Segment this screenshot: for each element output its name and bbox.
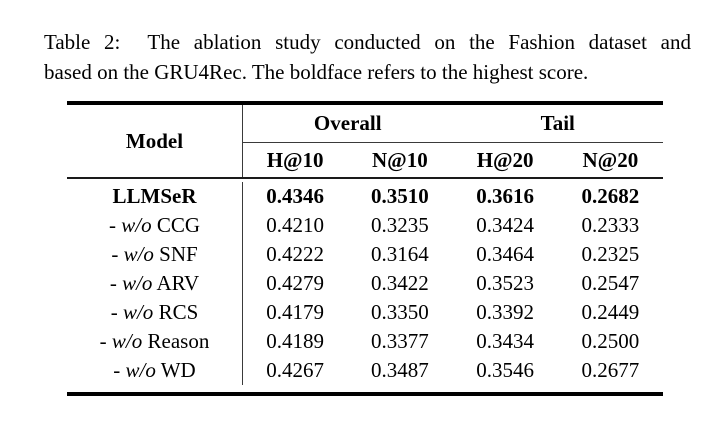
column-header-h20: H@20 [476,147,534,172]
value-cell: 0.3350 [371,300,429,324]
value-cell: 0.3510 [371,184,429,208]
model-wo: w/o [123,242,154,266]
value-cell: 0.4346 [242,182,347,211]
table-header: Model Overall Tail H@10 N@10 H@20 N@20 [67,105,663,179]
model-cell: - w/o Reason [67,327,242,356]
value-cell: 0.2547 [581,271,640,295]
value-cell: 0.3424 [476,213,534,237]
model-name: RCS [153,300,199,324]
value-cell: 0.3422 [371,271,429,295]
model-dash: - [108,213,122,237]
value-cell: 0.2325 [581,242,640,266]
model-dash: - [113,358,126,382]
value-cell: 0.2677 [581,358,640,382]
model-cell: - w/o SNF [67,240,242,269]
value-cell: 0.3164 [371,242,429,266]
model-name: CCG [151,213,201,237]
model-wo: w/o [121,213,152,237]
column-header-n20: N@20 [582,147,639,172]
value-cell: 0.3235 [371,213,429,237]
model-dash: - [111,242,124,266]
model-dash: - [109,271,123,295]
ablation-table: Model Overall Tail H@10 N@10 H@20 N@20 L… [67,101,663,396]
value-cell: 0.3434 [476,329,534,353]
caption-line-2: based on the GRU4Rec. The boldface refer… [44,60,589,84]
value-cell: 0.4189 [242,327,347,356]
model-wo: w/o [111,329,143,353]
model-dash: - [110,300,123,324]
table-body: LLMSeR 0.4346 0.3510 0.3616 0.2682 - w/o… [67,179,663,392]
value-cell: 0.2449 [581,300,640,324]
model-name: WD [155,358,196,382]
value-cell: 0.4279 [242,269,347,298]
value-cell: 0.4210 [242,211,347,240]
column-header-h10: H@10 [242,143,347,177]
column-header-n10: N@10 [372,147,428,172]
value-cell: 0.2500 [581,329,640,353]
value-cell: 0.4222 [242,240,347,269]
model-wo: w/o [122,300,154,324]
value-cell: 0.3546 [476,358,534,382]
model-name: LLMSeR [112,184,197,208]
value-cell: 0.3392 [476,300,534,324]
value-cell: 0.3464 [476,242,534,266]
group-header-overall: Overall [242,105,453,143]
value-cell: 0.4267 [242,356,347,385]
model-cell: - w/o RCS [67,298,242,327]
value-cell: 0.3377 [371,329,429,353]
model-wo: w/o [122,271,153,295]
value-cell: 0.4179 [242,298,347,327]
value-cell: 0.3616 [476,184,534,208]
table-caption: Table 2: The ablation study conducted on… [44,27,691,87]
model-cell: - w/o WD [67,356,242,385]
model-name: Reason [142,329,210,353]
value-cell: 0.3523 [476,271,534,295]
model-name: SNF [153,242,198,266]
model-dash: - [99,329,112,353]
model-cell: LLMSeR [67,182,242,211]
group-header-tail: Tail [452,105,663,143]
value-cell: 0.2682 [581,184,640,208]
model-cell: - w/o CCG [67,211,242,240]
model-wo: w/o [125,358,156,382]
model-cell: - w/o ARV [67,269,242,298]
caption-line-1: Table 2: The ablation study conducted on… [44,30,691,54]
model-name: ARV [152,271,200,295]
model-column-header: Model [125,128,184,153]
value-cell: 0.3487 [371,358,429,382]
value-cell: 0.2333 [581,213,640,237]
